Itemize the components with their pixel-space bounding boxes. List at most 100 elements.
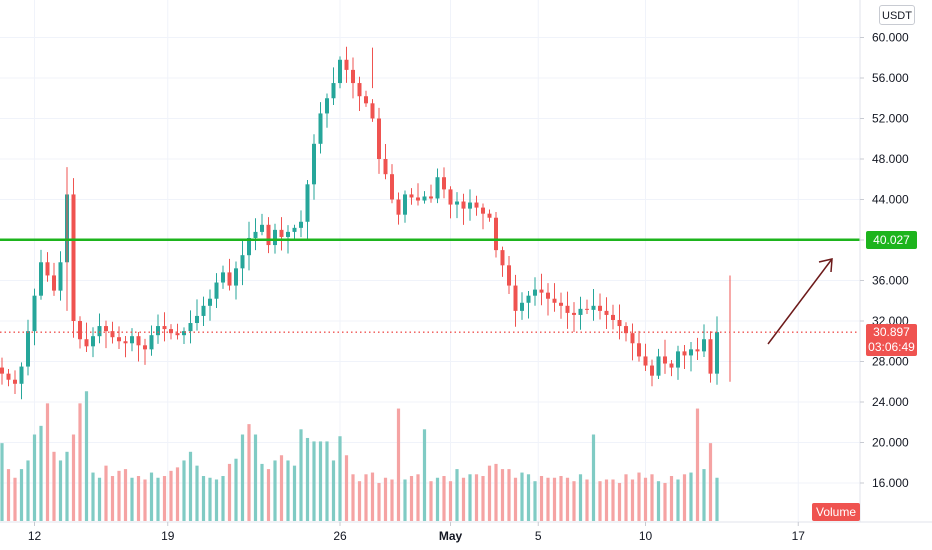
x-tick-label: 5 <box>535 529 542 543</box>
volume-bar <box>468 474 472 521</box>
x-tick-label: 26 <box>333 529 347 543</box>
volume-bar <box>143 479 147 521</box>
candle-body <box>539 289 544 293</box>
volume-bar <box>552 477 557 521</box>
candle-body <box>604 310 609 315</box>
candle-body <box>455 201 459 205</box>
candle-body <box>0 367 4 374</box>
volume-bar <box>442 476 446 521</box>
candle-body <box>351 69 355 84</box>
candle-body <box>136 336 141 346</box>
x-tick-label: May <box>439 529 463 543</box>
candle-body <box>266 224 271 246</box>
volume-bar <box>279 455 284 521</box>
y-tick-label: 28.000 <box>872 355 909 369</box>
candle-body <box>383 159 388 175</box>
volume-bar <box>71 434 76 521</box>
volume-bar <box>26 460 30 521</box>
candle-body <box>598 305 602 311</box>
volume-bar <box>487 465 492 521</box>
candle-body <box>175 333 180 336</box>
volume-bar <box>221 476 225 521</box>
volume-legend[interactable]: Volume <box>812 503 860 521</box>
volume-bar <box>695 408 700 521</box>
candle-body <box>260 224 264 232</box>
candle-body <box>97 326 102 337</box>
volume-bar <box>507 469 511 521</box>
candle-body <box>468 202 472 209</box>
candle-body <box>630 333 635 344</box>
volume-bar <box>253 434 258 521</box>
volume-bar <box>604 479 609 521</box>
candle-body <box>695 349 700 352</box>
candle-body <box>364 96 368 104</box>
candle-body <box>481 207 485 214</box>
volume-bar <box>500 469 505 521</box>
candle-body <box>299 221 303 228</box>
volume-bar <box>91 472 95 521</box>
candle-body <box>461 201 466 209</box>
volume-bar <box>546 477 550 521</box>
candle-body <box>312 143 316 185</box>
candle-body <box>182 331 186 336</box>
volume-bar <box>396 408 401 521</box>
volume-bar <box>19 469 24 521</box>
candle-body <box>422 196 427 201</box>
y-tick-label: 36.000 <box>872 274 909 288</box>
volume-bar <box>123 469 128 521</box>
candle-body <box>91 336 95 347</box>
time-axis[interactable]: 12 19 26 May 5 10 17 <box>28 522 805 543</box>
candle-body <box>416 197 420 201</box>
candle-body <box>344 59 349 70</box>
currency-badge[interactable]: USDT <box>879 5 915 25</box>
volume-bar <box>292 465 297 521</box>
y-tick-label: 24.000 <box>872 395 909 409</box>
y-tick-label: 20.000 <box>872 436 909 450</box>
volume-bar <box>247 424 251 521</box>
volume-bar <box>104 465 108 521</box>
volume-bar <box>162 476 167 521</box>
candle-body <box>669 363 674 368</box>
candle-body <box>26 331 30 367</box>
volume-bar <box>611 479 615 521</box>
volume-bar <box>591 434 596 521</box>
candle-body <box>78 321 82 340</box>
volume-bar <box>188 451 193 521</box>
candle-body <box>643 356 648 366</box>
trend-arrow-drawing[interactable] <box>767 258 833 345</box>
volume-bar <box>266 469 271 521</box>
volume-bar <box>130 477 134 521</box>
volume-bar <box>656 481 661 521</box>
volume-bar <box>0 443 4 521</box>
volume-bar <box>58 460 63 521</box>
volume-bar <box>572 481 576 521</box>
volume-bar <box>195 465 199 521</box>
candle-body <box>214 282 219 299</box>
volume-bar <box>643 477 648 521</box>
candle-body <box>682 351 687 356</box>
volume-bar <box>416 474 420 521</box>
price-axis[interactable]: 60.00056.00052.00048.00044.00040.00036.0… <box>860 31 909 491</box>
volume-bar <box>650 474 654 521</box>
volume-bar <box>663 482 667 521</box>
candle-body <box>13 379 17 384</box>
volume-bar <box>260 463 264 521</box>
bar-countdown: 03:06:49 <box>868 340 915 354</box>
candle-body <box>58 262 63 291</box>
volume-bar <box>344 455 349 521</box>
volume-bar <box>175 467 180 521</box>
candle-body <box>286 231 290 237</box>
volume-bar <box>318 441 323 521</box>
candle-body <box>513 285 518 311</box>
candle-body <box>143 345 147 350</box>
volume-bar <box>637 472 641 521</box>
candle-body <box>565 305 570 313</box>
candle-body <box>130 336 134 344</box>
volume-bar <box>448 481 453 521</box>
y-tick-label: 48.000 <box>872 152 909 166</box>
candle-body <box>6 373 11 380</box>
volume-bar <box>474 474 479 521</box>
candle-body <box>19 366 24 384</box>
volume-bar <box>65 451 69 521</box>
